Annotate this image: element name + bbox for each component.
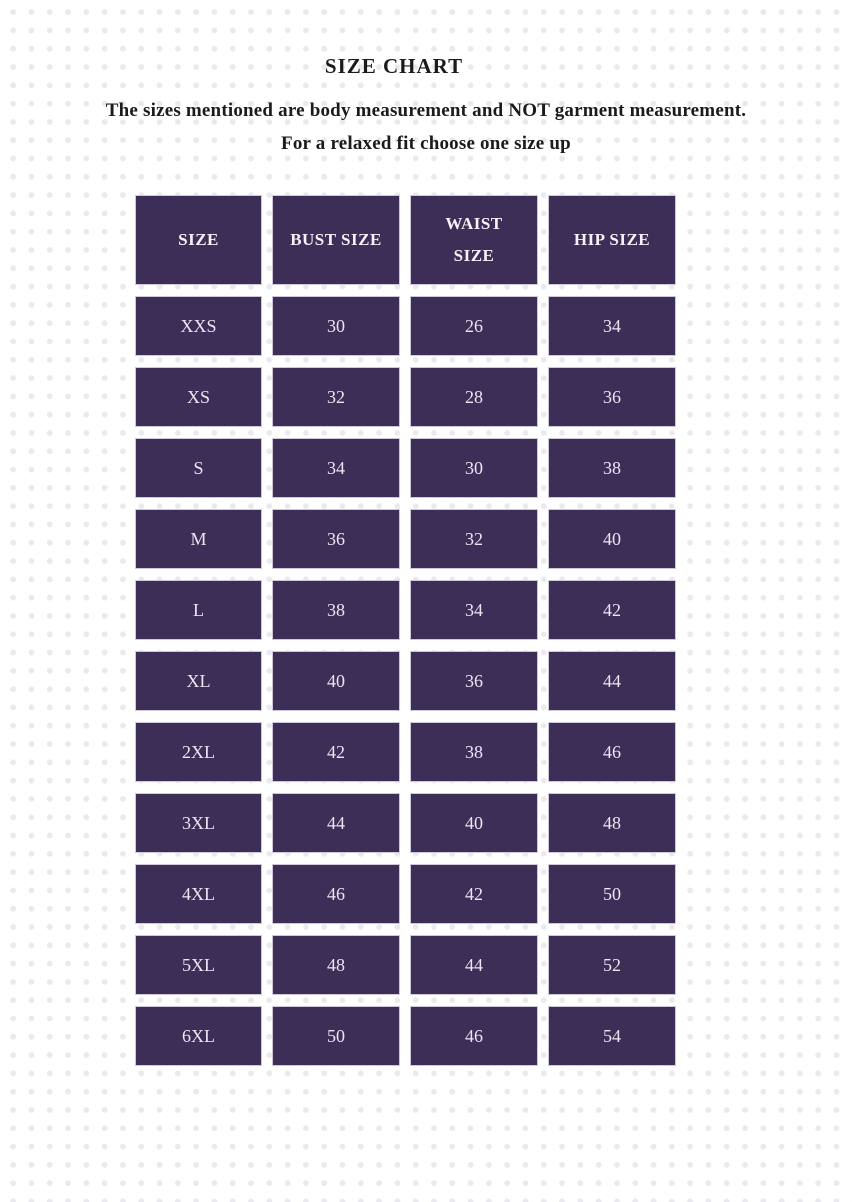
row-hip-cell: 52: [548, 935, 676, 995]
row-bust-cell: 32: [272, 367, 400, 427]
row-hip-cell: 50: [548, 864, 676, 924]
row-hip-cell: 44: [548, 651, 676, 711]
row-bust-cell: 30: [272, 296, 400, 356]
row-waist-cell: 32: [410, 509, 538, 569]
note-measurement: The sizes mentioned are body measurement…: [105, 100, 747, 121]
row-waist-cell: 26: [410, 296, 538, 356]
row-bust-cell: 40: [272, 651, 400, 711]
row-hip-cell: 40: [548, 509, 676, 569]
row-hip-cell: 46: [548, 722, 676, 782]
row-waist-cell: 30: [410, 438, 538, 498]
row-hip-cell: 34: [548, 296, 676, 356]
row-waist-cell: 40: [410, 793, 538, 853]
row-hip-cell: 48: [548, 793, 676, 853]
row-waist-cell: 28: [410, 367, 538, 427]
row-waist-cell: 36: [410, 651, 538, 711]
row-size-cell: 4XL: [135, 864, 262, 924]
row-size-cell: 5XL: [135, 935, 262, 995]
row-size-cell: XXS: [135, 296, 262, 356]
row-hip-cell: 36: [548, 367, 676, 427]
row-hip-cell: 42: [548, 580, 676, 640]
row-waist-cell: 38: [410, 722, 538, 782]
row-size-cell: M: [135, 509, 262, 569]
header-cell-hip-size: HIP SIZE: [548, 195, 676, 285]
size-chart-page: SIZE CHART The sizes mentioned are body …: [0, 52, 852, 1066]
row-waist-cell: 42: [410, 864, 538, 924]
size-table: SIZE BUST SIZE WAIST SIZE HIP SIZE XXS 3…: [135, 195, 676, 1066]
row-waist-cell: 34: [410, 580, 538, 640]
row-hip-cell: 38: [548, 438, 676, 498]
row-size-cell: 3XL: [135, 793, 262, 853]
row-size-cell: S: [135, 438, 262, 498]
row-size-cell: L: [135, 580, 262, 640]
row-waist-cell: 46: [410, 1006, 538, 1066]
row-size-cell: 6XL: [135, 1006, 262, 1066]
note-relaxed-fit: For a relaxed fit choose one size up: [281, 133, 571, 154]
row-size-cell: 2XL: [135, 722, 262, 782]
page-title: SIZE CHART: [324, 54, 464, 78]
row-bust-cell: 34: [272, 438, 400, 498]
row-bust-cell: 38: [272, 580, 400, 640]
header-cell-waist-size: WAIST SIZE: [410, 195, 538, 285]
row-bust-cell: 36: [272, 509, 400, 569]
header-cell-size: SIZE: [135, 195, 262, 285]
row-bust-cell: 48: [272, 935, 400, 995]
row-size-cell: XS: [135, 367, 262, 427]
row-bust-cell: 46: [272, 864, 400, 924]
row-bust-cell: 44: [272, 793, 400, 853]
size-notes: The sizes mentioned are body measurement…: [86, 94, 766, 160]
row-waist-cell: 44: [410, 935, 538, 995]
row-bust-cell: 50: [272, 1006, 400, 1066]
row-hip-cell: 54: [548, 1006, 676, 1066]
row-bust-cell: 42: [272, 722, 400, 782]
header-cell-bust-size: BUST SIZE: [272, 195, 400, 285]
row-size-cell: XL: [135, 651, 262, 711]
